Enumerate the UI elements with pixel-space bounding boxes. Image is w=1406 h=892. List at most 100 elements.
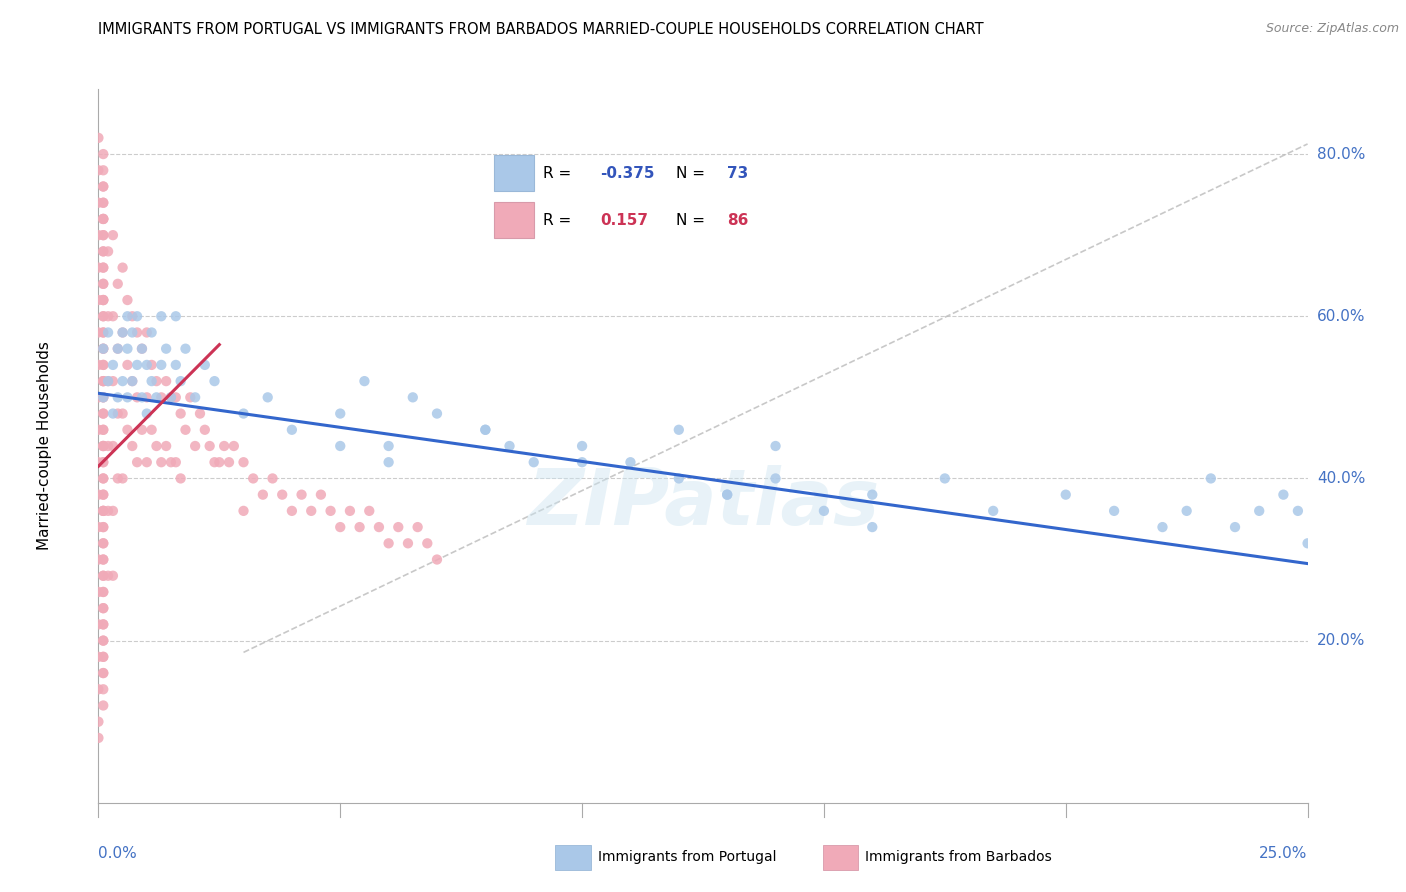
Point [204,374,226,388]
Text: Immigrants from Portugal: Immigrants from Portugal [598,850,776,864]
Point [91,488,114,502]
Point [91,601,114,615]
Point [194,358,217,372]
Point [135,326,157,340]
Point [91,211,114,226]
Point [91,326,114,340]
Text: Immigrants from Barbados: Immigrants from Barbados [865,850,1052,864]
Point [198,439,221,453]
Point [87,358,110,372]
Point [91,195,114,210]
Point [111,374,134,388]
Point [127,358,149,372]
Point [135,407,157,421]
Point [91,342,114,356]
Point [87,228,110,243]
Point [101,358,124,372]
Text: R =: R = [543,212,581,227]
Point [232,407,254,421]
Point [377,536,399,550]
Point [169,374,191,388]
FancyBboxPatch shape [495,155,534,191]
Point [150,455,173,469]
Point [91,585,114,599]
Point [242,471,264,485]
Point [426,407,449,421]
Point [160,455,183,469]
Point [474,423,496,437]
Point [523,455,546,469]
Point [271,488,294,502]
Text: 20.0%: 20.0% [1317,633,1365,648]
Point [91,649,114,664]
Point [91,211,114,226]
Point [91,179,114,194]
Point [150,390,173,404]
Point [91,520,114,534]
Point [141,326,163,340]
Point [91,326,114,340]
Text: 40.0%: 40.0% [1317,471,1365,486]
Point [131,342,153,356]
Point [91,423,114,437]
Point [111,471,134,485]
Point [406,520,429,534]
Point [860,488,883,502]
Point [141,358,163,372]
Point [498,439,520,453]
Point [127,310,149,324]
Point [101,568,124,582]
Point [1286,504,1309,518]
Point [107,407,129,421]
Point [117,310,139,324]
Point [91,617,114,632]
Point [91,358,114,372]
Point [91,552,114,566]
Point [1272,488,1295,502]
Point [145,374,167,388]
Point [91,228,114,243]
Point [111,326,134,340]
Point [91,536,114,550]
Point [97,374,120,388]
Point [860,520,883,534]
Point [571,439,593,453]
Point [87,423,110,437]
Point [396,536,419,550]
Point [97,326,120,340]
Point [91,293,114,307]
Point [101,407,124,421]
Point [97,374,120,388]
Text: ZIPatlas: ZIPatlas [527,465,879,541]
Text: 86: 86 [727,212,748,227]
Text: IMMIGRANTS FROM PORTUGAL VS IMMIGRANTS FROM BARBADOS MARRIED-COUPLE HOUSEHOLDS C: IMMIGRANTS FROM PORTUGAL VS IMMIGRANTS F… [98,22,984,37]
Point [91,390,114,404]
Point [474,423,496,437]
Point [91,293,114,307]
Point [1102,504,1125,518]
Point [91,601,114,615]
Point [97,310,120,324]
Point [91,244,114,259]
Point [1175,504,1198,518]
Point [165,455,187,469]
Point [87,714,110,729]
Point [91,488,114,502]
Point [402,390,425,404]
Point [101,310,124,324]
Point [169,407,191,421]
Point [353,374,375,388]
Point [91,504,114,518]
Point [299,504,322,518]
Point [91,682,114,697]
Point [91,504,114,518]
Text: N =: N = [676,166,710,181]
Point [309,488,332,502]
Point [252,488,274,502]
Point [188,407,211,421]
Point [716,488,738,502]
Point [150,310,173,324]
Point [934,471,956,485]
Point [91,504,114,518]
Point [121,326,143,340]
